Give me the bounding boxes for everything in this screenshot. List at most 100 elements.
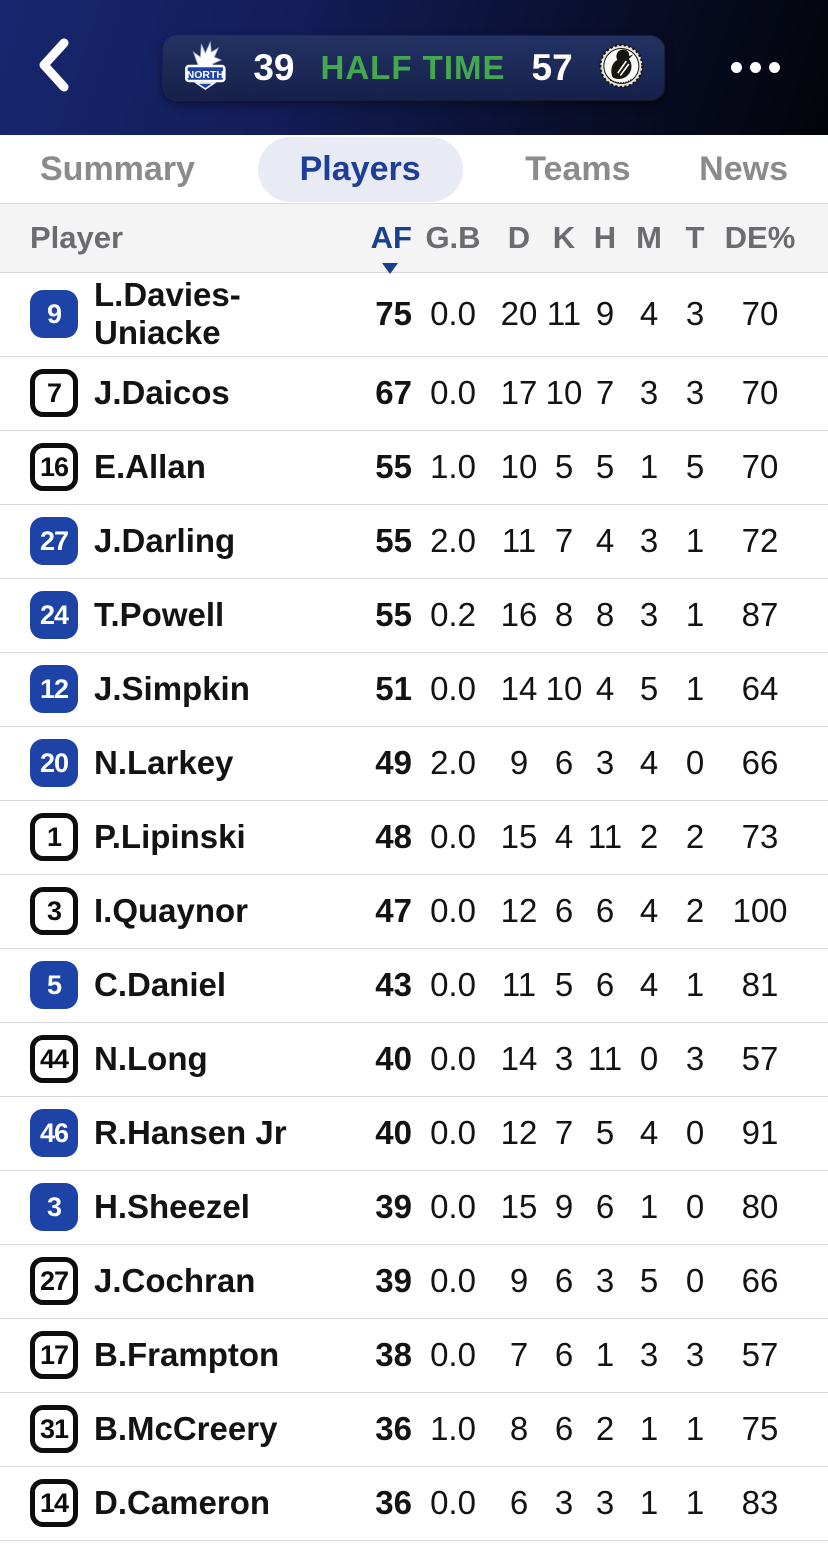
table-row[interactable]: 46 R.Hansen Jr 40 0.0 12 7 5 4 0 91 [0,1096,828,1171]
stat-de: 70 [741,448,779,486]
table-row[interactable]: 1 P.Lipinski 48 0.0 15 4 11 2 2 73 [0,800,828,875]
column-header-de[interactable]: DE% [724,220,796,255]
stat-k: 4 [554,818,574,856]
stat-d: 7 [509,1336,529,1374]
stat-m: 4 [639,892,659,930]
column-header-k[interactable]: K [552,220,576,255]
stat-gb: 0.0 [430,1336,476,1374]
stat-m: 3 [639,522,659,560]
table-row[interactable]: 3 H.Sheezel 39 0.0 15 9 6 1 0 80 [0,1170,828,1245]
stat-af: 75 [375,295,412,333]
table-row[interactable]: 24 T.Powell 55 0.2 16 8 8 3 1 87 [0,578,828,653]
table-row[interactable]: 16 E.Allan 55 1.0 10 5 5 1 5 70 [0,430,828,505]
jersey-number-badge: 20 [30,739,78,788]
stat-m: 1 [639,448,659,486]
back-button[interactable] [22,34,86,98]
stat-t: 1 [685,596,705,634]
stat-gb: 0.0 [430,1484,476,1522]
stat-de: 57 [741,1040,779,1078]
column-header-h[interactable]: H [593,220,617,255]
jersey-number-badge: 1 [30,813,78,862]
stat-h: 9 [595,295,615,333]
stat-de: 87 [741,596,779,634]
stat-k: 6 [554,744,574,782]
stat-de: 70 [741,374,779,412]
more-options-button[interactable] [731,50,780,84]
column-header-t[interactable]: T [685,220,705,255]
chevron-left-icon [34,37,74,96]
stat-af: 38 [375,1336,412,1374]
table-row[interactable]: 31 B.McCreery 36 1.0 8 6 2 1 1 75 [0,1392,828,1467]
table-row[interactable]: 17 B.Frampton 38 0.0 7 6 1 3 3 57 [0,1318,828,1393]
tab-news[interactable]: News [693,138,794,201]
stat-k: 7 [554,1114,574,1152]
stat-gb: 0.0 [430,1114,476,1152]
svg-text:NORTH: NORTH [187,68,224,80]
stat-t: 0 [685,1262,705,1300]
player-name: B.McCreery [94,1409,278,1447]
table-row[interactable]: 9 L.Davies-Uniacke 75 0.0 20 11 9 4 3 70 [0,273,828,357]
table-row[interactable]: 14 D.Cameron 36 0.0 6 3 3 1 1 83 [0,1466,828,1541]
stat-k: 3 [554,1040,574,1078]
player-name: N.Long [94,1039,208,1077]
stat-h: 8 [595,596,615,634]
jersey-number-badge: 31 [30,1405,78,1454]
player-name: J.Cochran [94,1261,256,1299]
stat-de: 83 [741,1484,779,1522]
stat-h: 1 [595,1336,615,1374]
stat-d: 14 [500,1040,538,1078]
stat-m: 3 [639,1336,659,1374]
jersey-number-badge: 3 [30,1183,78,1232]
collingwood-magpie-logo [599,43,645,94]
stat-h: 11 [587,818,623,856]
stat-d: 6 [509,1484,529,1522]
scoreboard: NORTH 39 HALF TIME 57 [163,36,665,100]
stat-d: 8 [509,1410,529,1448]
table-row[interactable]: 3 I.Quaynor 47 0.0 12 6 6 4 2 100 [0,874,828,949]
stat-de: 73 [741,818,779,856]
table-row[interactable]: 20 N.Larkey 49 2.0 9 6 3 4 0 66 [0,726,828,801]
column-header-gb[interactable]: G.B [425,220,481,255]
stat-gb: 0.0 [430,1040,476,1078]
stat-t: 1 [685,966,705,1004]
column-header-player[interactable]: Player [30,220,124,255]
stat-t: 2 [685,892,705,930]
tab-teams[interactable]: Teams [519,138,636,201]
stat-h: 4 [595,670,615,708]
stat-af: 67 [375,374,412,412]
stat-de: 57 [741,1336,779,1374]
stat-h: 3 [595,744,615,782]
stat-d: 11 [501,966,537,1004]
stat-de: 72 [741,522,779,560]
stat-af: 40 [375,1114,412,1152]
stat-h: 3 [595,1484,615,1522]
player-name: E.Allan [94,447,206,485]
player-name: N.Larkey [94,743,234,781]
stat-d: 17 [500,374,538,412]
stat-m: 0 [639,1040,659,1078]
table-row[interactable]: 7 J.Daicos 67 0.0 17 10 7 3 3 70 [0,356,828,431]
stat-h: 11 [587,1040,623,1078]
stat-af: 43 [375,966,412,1004]
column-header-af[interactable]: AF [348,220,412,274]
stat-gb: 0.0 [430,818,476,856]
stat-t: 5 [685,448,705,486]
table-row[interactable]: 12 J.Simpkin 51 0.0 14 10 4 5 1 64 [0,652,828,727]
stat-k: 8 [554,596,574,634]
column-header-d[interactable]: D [507,220,531,255]
stat-h: 6 [595,1188,615,1226]
stat-de: 81 [741,966,779,1004]
tab-summary[interactable]: Summary [34,138,201,201]
table-row[interactable]: 27 J.Cochran 39 0.0 9 6 3 5 0 66 [0,1244,828,1319]
tab-players[interactable]: Players [257,136,463,202]
table-row[interactable]: 44 N.Long 40 0.0 14 3 11 0 3 57 [0,1022,828,1097]
table-row[interactable]: 5 C.Daniel 43 0.0 11 5 6 4 1 81 [0,948,828,1023]
player-name: J.Darling [94,521,236,559]
stat-gb: 0.0 [430,670,476,708]
stat-t: 1 [685,1410,705,1448]
player-name: J.Daicos [94,373,230,411]
stat-gb: 0.0 [430,1188,476,1226]
table-row[interactable]: 27 J.Darling 55 2.0 11 7 4 3 1 72 [0,504,828,579]
column-header-m[interactable]: M [636,220,662,255]
stat-de: 100 [732,892,788,930]
